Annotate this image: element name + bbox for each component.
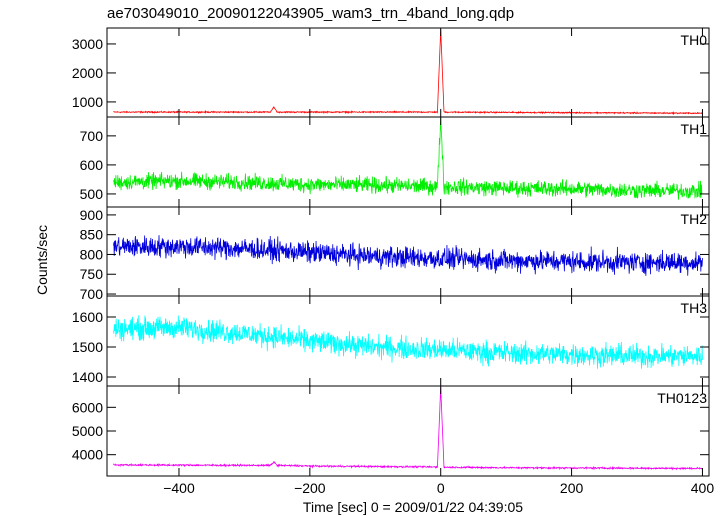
y-tick-label: 5000 xyxy=(72,423,103,439)
y-tick-label: 1000 xyxy=(72,94,103,110)
y-tick-label: 800 xyxy=(80,246,104,262)
x-tick-label: −200 xyxy=(294,480,326,496)
panel-label: TH0123 xyxy=(657,390,707,406)
panel-th0: 1000 2000 3000 TH0 xyxy=(72,27,710,118)
series-line-th0123 xyxy=(113,387,703,471)
panel-label: TH3 xyxy=(681,300,708,316)
panel-th0123: 4000 5000 6000 TH0123 xyxy=(72,385,710,477)
x-tick-label: 0 xyxy=(437,480,445,496)
y-tick-label: 4000 xyxy=(72,447,103,463)
panels: 1000 2000 3000 TH0 500 600 700 TH1 700 750 800 850 9… xyxy=(72,27,710,477)
y-tick-label: 1500 xyxy=(72,339,103,355)
y-tick-label: 2000 xyxy=(72,65,103,81)
series-line-th1 xyxy=(113,118,703,200)
x-tick-label: 200 xyxy=(560,480,584,496)
series-line-th0 xyxy=(113,29,703,115)
panel-th1: 500 600 700 TH1 xyxy=(80,116,710,208)
y-tick-label: 3000 xyxy=(72,36,103,52)
x-axis-label: Time [sec] 0 = 2009/01/22 04:39:05 xyxy=(303,499,523,515)
series-line-th3 xyxy=(113,315,703,369)
y-tick-label: 1600 xyxy=(72,309,103,325)
series-line-th2 xyxy=(113,235,703,276)
panel-frame xyxy=(106,385,710,477)
y-tick-label: 850 xyxy=(80,227,104,243)
panel-label: TH1 xyxy=(681,121,708,137)
y-tick-label: 6000 xyxy=(72,399,103,415)
chart-title: ae703049010_20090122043905_wam3_trn_4ban… xyxy=(107,5,514,22)
x-tick-label: −400 xyxy=(163,480,195,496)
panel-frame xyxy=(106,295,710,387)
panel-th2: 700 750 800 850 900 TH2 xyxy=(80,206,710,302)
y-tick-label: 700 xyxy=(80,286,104,302)
y-tick-label: 700 xyxy=(80,128,104,144)
y-tick-label: 1400 xyxy=(72,369,103,385)
x-axis-ticks: −400 −200 0 200 400 xyxy=(163,480,714,496)
y-tick-label: 500 xyxy=(80,186,104,202)
y-axis-label: Counts/sec xyxy=(34,225,50,295)
panel-th3: 1400 1500 1600 TH3 xyxy=(72,295,710,387)
panel-label: TH2 xyxy=(681,211,708,227)
x-tick-label: 400 xyxy=(691,480,715,496)
y-tick-label: 600 xyxy=(80,157,104,173)
y-tick-label: 750 xyxy=(80,266,104,282)
y-tick-label: 900 xyxy=(80,207,104,223)
panel-frame xyxy=(106,27,710,118)
panel-label: TH0 xyxy=(681,32,708,48)
